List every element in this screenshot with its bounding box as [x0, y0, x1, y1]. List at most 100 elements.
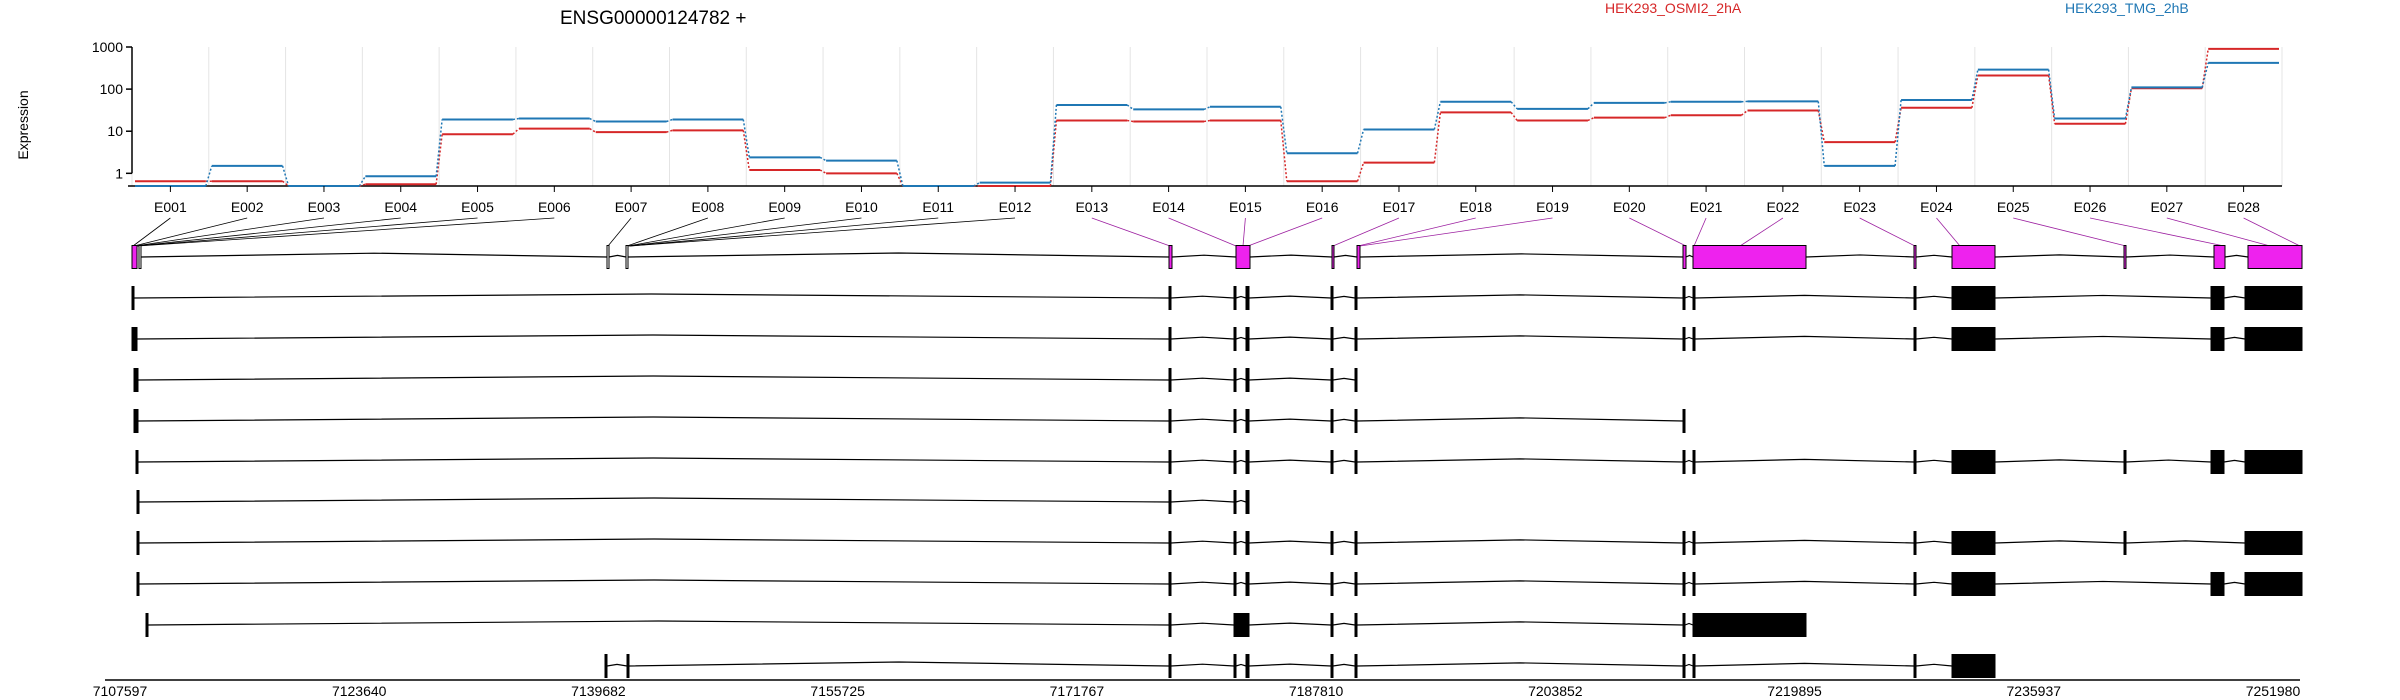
exon-label: E018: [1459, 199, 1492, 215]
intron-line: [2224, 254, 2249, 258]
intron-line: [2125, 459, 2212, 463]
intron-line: [2223, 295, 2246, 299]
exon-label: E024: [1920, 199, 1953, 215]
intron-line: [1694, 580, 1915, 585]
intron-line: [133, 293, 1170, 299]
series-step-connector: [358, 175, 366, 187]
intron-line: [1171, 254, 1237, 258]
intron-line: [608, 254, 627, 258]
exon-block: [1354, 368, 1358, 392]
series-step-connector: [666, 129, 673, 133]
exon-label: E005: [461, 199, 494, 215]
intron-line: [1805, 254, 1915, 258]
exon-block: [1951, 531, 1996, 555]
intron-line: [1356, 294, 1684, 299]
intron-line: [1249, 254, 1333, 258]
y-tick-label: 1000: [92, 39, 123, 55]
intron-line: [1170, 459, 1235, 463]
intron-line: [1684, 540, 1694, 544]
intron-line: [1248, 622, 1332, 626]
exon-block: [1330, 654, 1334, 678]
intron-line: [147, 620, 1170, 626]
intron-line: [1170, 377, 1235, 381]
series-step-connector: [589, 117, 597, 123]
intron-line: [1994, 254, 2125, 258]
exon-block: [1682, 531, 1686, 555]
exon-tick-labels: E001 E002 E003 E004 E005 E006 E007 E008 E009 E010…: [154, 186, 2260, 215]
genomic-tick-label: 7203852: [1528, 683, 1583, 699]
exon-block: [1913, 572, 1917, 596]
exon-block: [1168, 654, 1172, 678]
exon-block: [2210, 450, 2225, 474]
exon-block: [133, 368, 139, 392]
exon-block: [1168, 409, 1172, 433]
intron-line: [138, 538, 1170, 544]
intron-line: [1694, 539, 1915, 544]
chart-title: ENSG00000124782 +: [560, 8, 746, 29]
intron-line: [1170, 581, 1235, 585]
series-step-connector: [1356, 162, 1365, 182]
exon-connector: [1332, 217, 1400, 247]
exon-block: [1682, 409, 1686, 433]
exon-block: [1233, 368, 1237, 392]
intron-line: [1684, 295, 1694, 299]
exon-label: E017: [1383, 199, 1416, 215]
y-tick-label: 10: [107, 123, 123, 139]
exon-block: [1913, 286, 1917, 310]
exon-block: [2210, 572, 2225, 596]
intron-line: [1248, 377, 1332, 381]
exon-block: [1951, 572, 1996, 596]
exon-connectors: [132, 217, 2301, 247]
exon-block: [2244, 286, 2303, 310]
series-step-connector: [435, 119, 443, 177]
intron-line: [1915, 581, 1953, 585]
exon-block: [1692, 327, 1696, 351]
intron-line: [1333, 254, 1358, 258]
intron-line: [136, 334, 1170, 340]
exon-connector: [1693, 217, 1707, 247]
intron-line: [1332, 663, 1356, 667]
exon-label: E012: [999, 199, 1032, 215]
exon-block: [1951, 654, 1996, 678]
exon-connector: [1242, 217, 1246, 247]
exon-block: [1692, 572, 1696, 596]
exon-label: E008: [692, 199, 725, 215]
genomic-tick-label: 7235937: [2007, 683, 2062, 699]
transcript-row: [604, 654, 1996, 678]
exon-block: [138, 245, 142, 269]
exon-label: E002: [231, 199, 264, 215]
exon-block: [1692, 286, 1696, 310]
exon-block: [1913, 654, 1917, 678]
intron-line: [1332, 540, 1356, 544]
exon-block: [1682, 654, 1686, 678]
transcript-row: [131, 327, 2303, 351]
exon-label: E026: [2074, 199, 2107, 215]
exon-block: [1951, 450, 1996, 474]
genomic-coordinate-axis: 7107597 7123640 7139682 7155725 7171767 71878…: [93, 679, 2300, 699]
intron-line: [1235, 295, 1247, 299]
exon-block: [1692, 450, 1696, 474]
exon-block: [2244, 450, 2303, 474]
exon-block: [1682, 572, 1686, 596]
series-step-connector: [1433, 101, 1442, 130]
exon-block: [1913, 245, 1917, 269]
series-step-connector: [2201, 62, 2209, 88]
exon-block: [1233, 327, 1237, 351]
exon-block: [1682, 450, 1686, 474]
series-step-connector: [1587, 102, 1595, 110]
exon-connector: [1091, 217, 1171, 247]
exon-block: [2210, 286, 2225, 310]
intron-line: [1359, 253, 1684, 258]
exon-label: E019: [1536, 199, 1569, 215]
intron-line: [628, 661, 1170, 667]
exon-block: [1330, 409, 1334, 433]
series-step-connector: [2047, 69, 2056, 119]
exon-connector: [1359, 217, 1553, 247]
intron-line: [1994, 580, 2212, 585]
exon-block: [1913, 531, 1917, 555]
legend-item-osmi2: HEK293_OSMI2_2hA: [1605, 0, 1742, 16]
plot-axes: 1 10 100 1000: [92, 39, 2282, 187]
transcript-row: [136, 490, 1250, 514]
intron-line: [1248, 581, 1332, 585]
